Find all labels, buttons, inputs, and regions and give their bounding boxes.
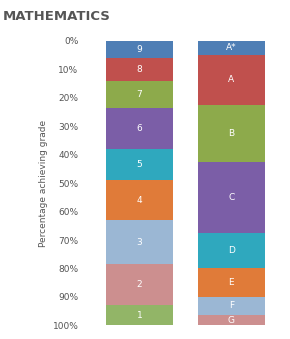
Text: 4: 4 bbox=[137, 196, 142, 204]
Text: 5: 5 bbox=[137, 160, 142, 169]
Bar bbox=[198, 268, 264, 297]
Text: 3: 3 bbox=[137, 238, 142, 247]
Text: 8: 8 bbox=[137, 65, 142, 74]
Text: G: G bbox=[228, 316, 235, 325]
Text: A*: A* bbox=[226, 43, 237, 52]
Bar bbox=[198, 297, 264, 315]
Bar bbox=[106, 305, 173, 325]
Bar bbox=[198, 233, 264, 268]
Text: 1: 1 bbox=[137, 311, 142, 320]
Text: C: C bbox=[228, 193, 234, 202]
Text: D: D bbox=[228, 246, 235, 255]
Text: A: A bbox=[228, 75, 234, 84]
Bar bbox=[198, 162, 264, 233]
Text: 7: 7 bbox=[137, 91, 142, 99]
Bar bbox=[106, 180, 173, 220]
Text: 9: 9 bbox=[137, 45, 142, 54]
Bar bbox=[198, 41, 264, 55]
Bar bbox=[198, 315, 264, 325]
Bar bbox=[106, 264, 173, 305]
Text: MATHEMATICS: MATHEMATICS bbox=[3, 10, 111, 23]
Text: 2: 2 bbox=[137, 280, 142, 289]
Text: B: B bbox=[228, 129, 234, 138]
Bar bbox=[106, 41, 173, 58]
Bar bbox=[106, 220, 173, 264]
Bar bbox=[198, 55, 264, 105]
Bar bbox=[198, 105, 264, 162]
Y-axis label: Percentage achieving grade: Percentage achieving grade bbox=[39, 120, 48, 247]
Text: E: E bbox=[229, 278, 234, 287]
Text: 6: 6 bbox=[137, 124, 142, 133]
Bar bbox=[106, 58, 173, 81]
Bar bbox=[106, 149, 173, 180]
Text: F: F bbox=[229, 301, 234, 311]
Bar bbox=[106, 108, 173, 149]
Bar bbox=[106, 81, 173, 108]
